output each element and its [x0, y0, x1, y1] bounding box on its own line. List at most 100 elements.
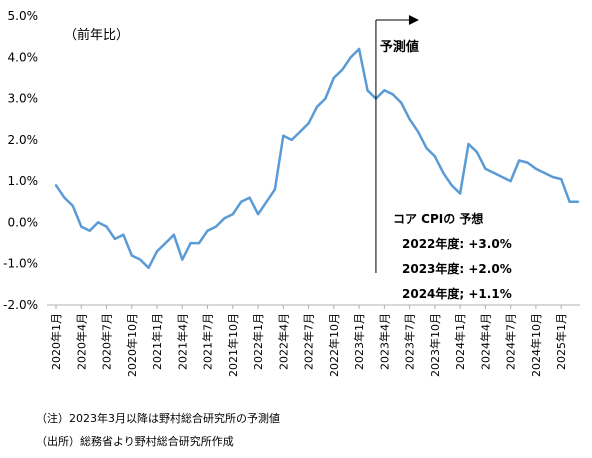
- data-point: [197, 241, 201, 245]
- data-point: [568, 200, 571, 203]
- y-tick-label: 4.0%: [8, 50, 39, 64]
- data-point: [256, 212, 260, 216]
- unit-label: （前年比）: [64, 27, 129, 43]
- x-tick-label: 2020年4月: [74, 313, 88, 370]
- data-point: [63, 196, 66, 199]
- x-tick-label: 2025年1月: [554, 313, 568, 370]
- data-point: [357, 47, 361, 51]
- data-point: [458, 192, 462, 195]
- x-tick-label: 2024年10月: [529, 313, 543, 377]
- y-tick-label: -2.0%: [3, 298, 38, 312]
- x-tick-label: 2023年10月: [428, 313, 442, 377]
- data-point: [551, 175, 554, 179]
- series-group: [54, 47, 580, 270]
- data-point: [71, 204, 75, 208]
- forecast-label: 予測値: [380, 39, 419, 55]
- footnote: （注）2023年3月以降は野村総合研究所の予測値: [36, 412, 280, 425]
- data-point: [122, 233, 125, 237]
- data-point: [492, 171, 496, 175]
- data-point: [408, 118, 411, 121]
- data-point: [383, 89, 386, 92]
- data-point: [576, 200, 580, 203]
- x-tick-label: 2024年4月: [478, 313, 492, 370]
- x-tick-label: 2021年10月: [226, 313, 240, 377]
- forecast-marker: 予測値: [375, 15, 419, 273]
- source-note: （出所）総務省より野村総合研究所作成: [36, 435, 234, 448]
- data-point: [450, 184, 453, 187]
- data-point: [349, 56, 352, 59]
- data-point: [467, 142, 470, 146]
- series-line: [54, 47, 578, 270]
- annotation-line: 2023年度: +2.0%: [402, 261, 512, 276]
- data-point: [265, 200, 268, 203]
- data-point: [425, 146, 428, 150]
- data-point: [290, 138, 293, 142]
- annotation-title: コア CPIの 予想: [393, 211, 483, 226]
- x-tick-label: 2020年1月: [49, 313, 63, 370]
- x-tick-label: 2020年7月: [100, 313, 114, 370]
- x-tick-label: 2021年7月: [201, 313, 215, 370]
- data-point: [96, 221, 100, 224]
- data-point: [484, 167, 487, 170]
- annotation-line: 2024年度; +1.1%: [402, 286, 512, 301]
- data-point: [332, 76, 336, 80]
- data-point: [240, 200, 243, 203]
- y-tick-label: 0.0%: [8, 215, 39, 229]
- data-point: [399, 101, 403, 104]
- data-point: [517, 159, 521, 162]
- data-point: [559, 177, 563, 181]
- data-point: [172, 233, 176, 237]
- data-point: [416, 130, 420, 133]
- data-point: [509, 179, 512, 183]
- y-tick-label: 5.0%: [8, 9, 39, 23]
- data-point: [273, 188, 277, 191]
- data-point: [223, 217, 226, 220]
- data-point: [155, 250, 159, 253]
- y-tick-label: 2.0%: [8, 133, 39, 147]
- x-tick-label: 2022年1月: [251, 313, 265, 370]
- data-point: [526, 161, 529, 164]
- x-tick-label: 2021年1月: [150, 313, 164, 370]
- data-point: [147, 266, 150, 270]
- y-tick-label: 1.0%: [8, 174, 39, 188]
- data-point: [442, 171, 445, 175]
- data-point: [248, 196, 251, 199]
- x-tick-label: 2023年1月: [352, 313, 366, 370]
- data-point: [282, 134, 285, 137]
- data-point: [543, 171, 546, 175]
- data-point: [54, 184, 58, 187]
- data-point: [315, 105, 319, 109]
- data-point: [105, 225, 108, 228]
- data-point: [433, 155, 437, 158]
- data-point: [231, 212, 235, 216]
- x-tick-label: 2020年10月: [125, 313, 139, 377]
- annotation-line: 2022年度: +3.0%: [402, 236, 512, 251]
- data-point: [391, 93, 394, 96]
- data-point: [298, 130, 302, 133]
- x-tick-label: 2024年1月: [453, 313, 467, 370]
- annotation-box: コア CPIの 予想 2022年度: +3.0% 2023年度: +2.0% 2…: [393, 211, 512, 301]
- data-point: [189, 241, 192, 245]
- y-tick-label: -1.0%: [3, 257, 38, 271]
- data-point: [113, 237, 117, 241]
- data-point: [307, 122, 310, 125]
- data-point: [214, 225, 218, 228]
- data-point: [181, 258, 184, 261]
- data-point: [324, 97, 327, 100]
- x-tick-label: 2023年4月: [377, 313, 391, 370]
- data-point: [206, 229, 209, 232]
- data-point: [366, 89, 369, 92]
- forecast-arrow-icon: [408, 15, 419, 25]
- x-tick-label: 2021年4月: [175, 313, 189, 370]
- data-point: [138, 258, 142, 261]
- data-point: [534, 167, 538, 170]
- data-point: [341, 68, 344, 71]
- data-point: [88, 229, 91, 232]
- y-tick-label: 3.0%: [8, 92, 39, 106]
- x-tick-label: 2022年7月: [302, 313, 316, 370]
- x-tick-label: 2023年7月: [403, 313, 417, 370]
- x-tick-label: 2022年4月: [276, 313, 290, 370]
- data-point: [475, 151, 479, 154]
- data-point: [164, 241, 167, 245]
